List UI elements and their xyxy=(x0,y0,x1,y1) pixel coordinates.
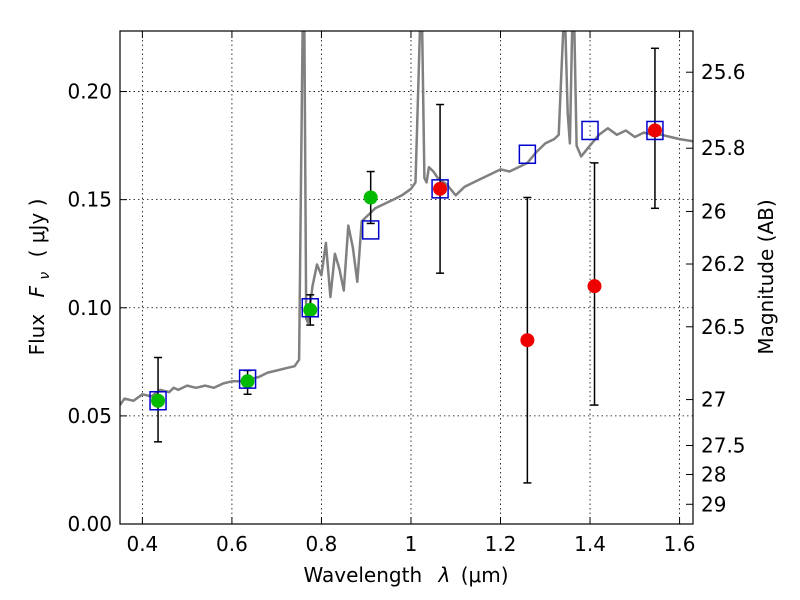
y-axis-label-symbol: F xyxy=(25,285,49,297)
model-square-point xyxy=(238,369,257,389)
red-data-point xyxy=(587,279,602,294)
model-square-point xyxy=(646,120,664,141)
y2-tick-label: 25.6 xyxy=(701,60,746,84)
spectrum-line xyxy=(120,31,693,406)
green-data-point xyxy=(240,374,255,389)
plot-frame xyxy=(119,30,694,525)
y2-tick-label: 26 xyxy=(701,199,726,223)
y-tick-label: 0.15 xyxy=(67,188,112,212)
y2-tick-label: 25.8 xyxy=(701,136,746,160)
model-square-point xyxy=(581,120,599,141)
y-tick-label: 0.10 xyxy=(67,296,112,320)
y2-axis-label: Magnitude (AB) xyxy=(754,199,778,354)
red-data-point xyxy=(433,181,448,196)
y-axis-label-text: Flux xyxy=(25,314,49,356)
axis-ticks: 0.4 0.6 0.8 1 1.2 1.4 1.6 0.00 0.05 0.10 0.15 0.20 2… xyxy=(67,31,746,556)
x-tick-label: 1 xyxy=(405,532,418,556)
grid-lines xyxy=(120,31,693,525)
y-axis-label-subscript: ν xyxy=(37,272,53,280)
y2-tick-label: 27 xyxy=(701,388,726,412)
y-axis-label-unit: ( μJy ) xyxy=(25,199,49,258)
x-axis-label-symbol: λ xyxy=(438,563,451,587)
green-data-point xyxy=(303,302,318,317)
y2-tick-label: 29 xyxy=(701,492,726,516)
y2-tick-label: 27.5 xyxy=(701,433,746,457)
model-square-point xyxy=(518,144,537,164)
green-data-point xyxy=(151,393,166,408)
x-axis-label-text: Wavelength xyxy=(303,563,422,587)
x-axis-label: Wavelength λ (μm) xyxy=(303,563,508,587)
model-square-point xyxy=(361,220,380,240)
x-tick-label: 0.4 xyxy=(126,532,158,556)
x-tick-label: 1.2 xyxy=(485,532,517,556)
red-data-point xyxy=(647,123,662,138)
y2-tick-label: 26.2 xyxy=(701,252,746,276)
x-tick-label: 0.8 xyxy=(306,532,338,556)
y-tick-label: 0.05 xyxy=(67,404,112,428)
model-square-point xyxy=(301,298,320,318)
x-tick-label: 1.4 xyxy=(574,532,606,556)
plot-area xyxy=(120,31,693,484)
y-tick-label: 0.20 xyxy=(67,80,112,104)
model-square-point xyxy=(431,179,449,199)
y-axis-label: Flux F ν ( μJy ) xyxy=(25,199,54,356)
model-square-point xyxy=(149,391,167,411)
red-data-point xyxy=(520,333,535,348)
x-tick-label: 1.6 xyxy=(664,532,696,556)
y-tick-label: 0.00 xyxy=(67,512,112,536)
x-axis-label-unit: (μm) xyxy=(461,563,509,587)
y2-tick-label: 26.5 xyxy=(701,315,746,339)
y2-tick-label: 28 xyxy=(701,462,726,486)
x-tick-label: 0.6 xyxy=(216,532,248,556)
green-data-point xyxy=(363,190,378,205)
